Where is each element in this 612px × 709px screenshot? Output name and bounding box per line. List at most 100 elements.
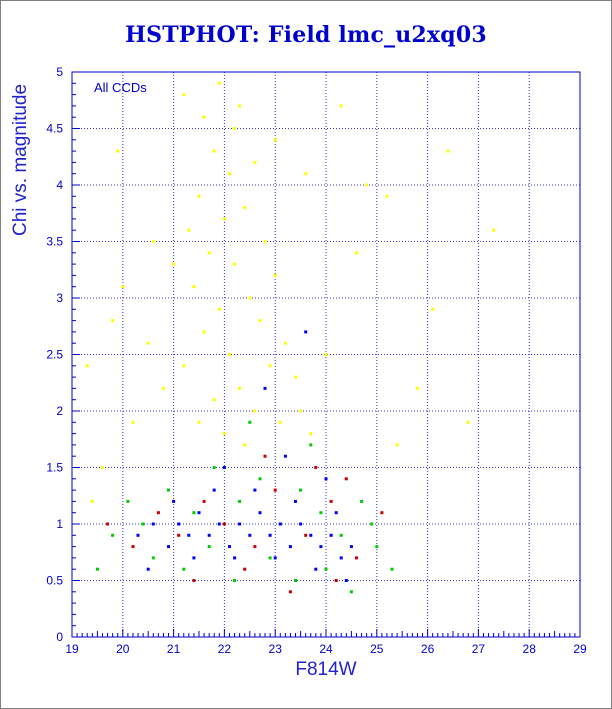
- chart-title: HSTPHOT: Field lmc_u2xq03: [125, 22, 487, 48]
- data-point-blue: [146, 567, 150, 571]
- y-tick-label: 4.5: [46, 122, 63, 136]
- data-point-green: [182, 567, 186, 571]
- data-point-yellow: [324, 353, 328, 356]
- x-tick-label: 23: [269, 642, 283, 656]
- data-point-blue: [238, 522, 242, 526]
- data-point-blue: [349, 545, 353, 549]
- data-point-blue: [217, 522, 221, 526]
- data-point-yellow: [243, 443, 247, 447]
- data-point-blue: [294, 499, 297, 503]
- data-point-yellow: [222, 217, 226, 221]
- data-point-yellow: [385, 194, 389, 198]
- data-point-red: [355, 556, 358, 560]
- data-point-blue: [288, 545, 292, 549]
- data-point-red: [314, 466, 318, 469]
- data-point-yellow: [238, 104, 242, 108]
- data-point-red: [131, 545, 135, 549]
- y-tick-label: 1.5: [46, 461, 63, 475]
- data-point-blue: [248, 533, 252, 537]
- data-point-blue: [228, 545, 231, 549]
- data-point-green: [207, 545, 211, 549]
- data-point-green: [339, 533, 343, 537]
- data-point-yellow: [273, 273, 277, 277]
- data-point-yellow: [197, 420, 201, 424]
- data-point-yellow: [121, 285, 125, 289]
- data-point-blue: [177, 522, 181, 526]
- data-point-yellow: [283, 341, 287, 345]
- data-point-yellow: [339, 104, 343, 108]
- data-point-blue: [172, 499, 176, 503]
- data-point-blue: [329, 533, 333, 537]
- data-point-yellow: [258, 319, 262, 323]
- data-point-yellow: [222, 432, 226, 436]
- data-point-red: [273, 488, 277, 492]
- y-tick-label: 3: [56, 291, 63, 305]
- data-point-red: [380, 511, 384, 515]
- data-point-red: [202, 499, 206, 503]
- data-point-green: [233, 579, 237, 582]
- data-point-red: [192, 579, 196, 582]
- data-point-green: [141, 522, 145, 526]
- data-point-green: [390, 567, 394, 571]
- data-point-blue: [299, 522, 303, 526]
- data-point-green: [294, 579, 297, 582]
- data-point-yellow: [233, 127, 237, 130]
- x-tick-label: 20: [116, 642, 130, 656]
- data-point-green: [360, 499, 364, 503]
- data-point-green: [268, 556, 272, 560]
- y-tick-label: 2: [56, 404, 63, 418]
- data-point-blue: [304, 330, 308, 334]
- data-point-yellow: [253, 160, 257, 164]
- data-point-green: [111, 533, 115, 537]
- data-point-yellow: [273, 138, 277, 142]
- data-point-yellow: [85, 364, 89, 368]
- y-tick-label: 3.5: [46, 235, 63, 249]
- data-point-yellow: [446, 149, 450, 153]
- data-point-red: [288, 590, 292, 594]
- data-point-blue: [268, 533, 272, 537]
- data-point-green: [167, 488, 170, 492]
- y-tick-label: 0: [56, 630, 63, 644]
- x-axis-title: F814W: [295, 659, 356, 680]
- data-point-red: [263, 454, 267, 458]
- data-point-green: [126, 499, 130, 503]
- data-point-blue: [314, 567, 318, 571]
- data-point-blue: [319, 545, 323, 549]
- data-point-yellow: [228, 172, 231, 176]
- annotation-all-ccds: All CCDs: [94, 80, 147, 95]
- x-tick-label: 21: [167, 642, 181, 656]
- data-point-blue: [344, 579, 348, 582]
- data-point-yellow: [161, 386, 165, 390]
- data-point-green: [370, 522, 374, 526]
- y-tick-label: 5: [56, 65, 63, 79]
- data-point-green: [349, 590, 353, 594]
- axis-ticks: 19 20 21 22 23 24 25 26 27 28 29 0 0.5 1 1.5 2 2.5 3 3.5 4 4…: [46, 65, 587, 656]
- data-point-blue: [278, 522, 282, 526]
- x-tick-label: 22: [218, 642, 232, 656]
- data-point-yellow: [431, 307, 435, 311]
- data-point-blue: [187, 533, 191, 537]
- data-point-yellow: [268, 364, 272, 368]
- data-point-green: [324, 567, 328, 571]
- data-point-yellow: [365, 183, 369, 187]
- x-tick-label: 24: [319, 642, 333, 656]
- y-tick-label: 1: [56, 517, 63, 531]
- data-point-yellow: [116, 149, 120, 153]
- data-point-red: [156, 511, 160, 515]
- data-point-yellow: [299, 409, 303, 413]
- data-point-blue: [263, 386, 267, 390]
- x-tick-label: 27: [472, 642, 486, 656]
- data-point-yellow: [395, 443, 399, 447]
- y-axis-title: Chi vs. magnitude: [10, 84, 31, 236]
- y-tick-label: 2.5: [46, 348, 63, 362]
- y-tick-label: 0.5: [46, 574, 63, 588]
- data-point-blue: [151, 522, 155, 526]
- data-point-yellow: [212, 398, 216, 402]
- data-point-yellow: [217, 81, 221, 85]
- data-point-yellow: [263, 240, 267, 243]
- data-point-blue: [324, 477, 328, 481]
- data-point-yellow: [228, 353, 231, 356]
- data-point-yellow: [172, 262, 176, 266]
- data-points: [85, 81, 496, 594]
